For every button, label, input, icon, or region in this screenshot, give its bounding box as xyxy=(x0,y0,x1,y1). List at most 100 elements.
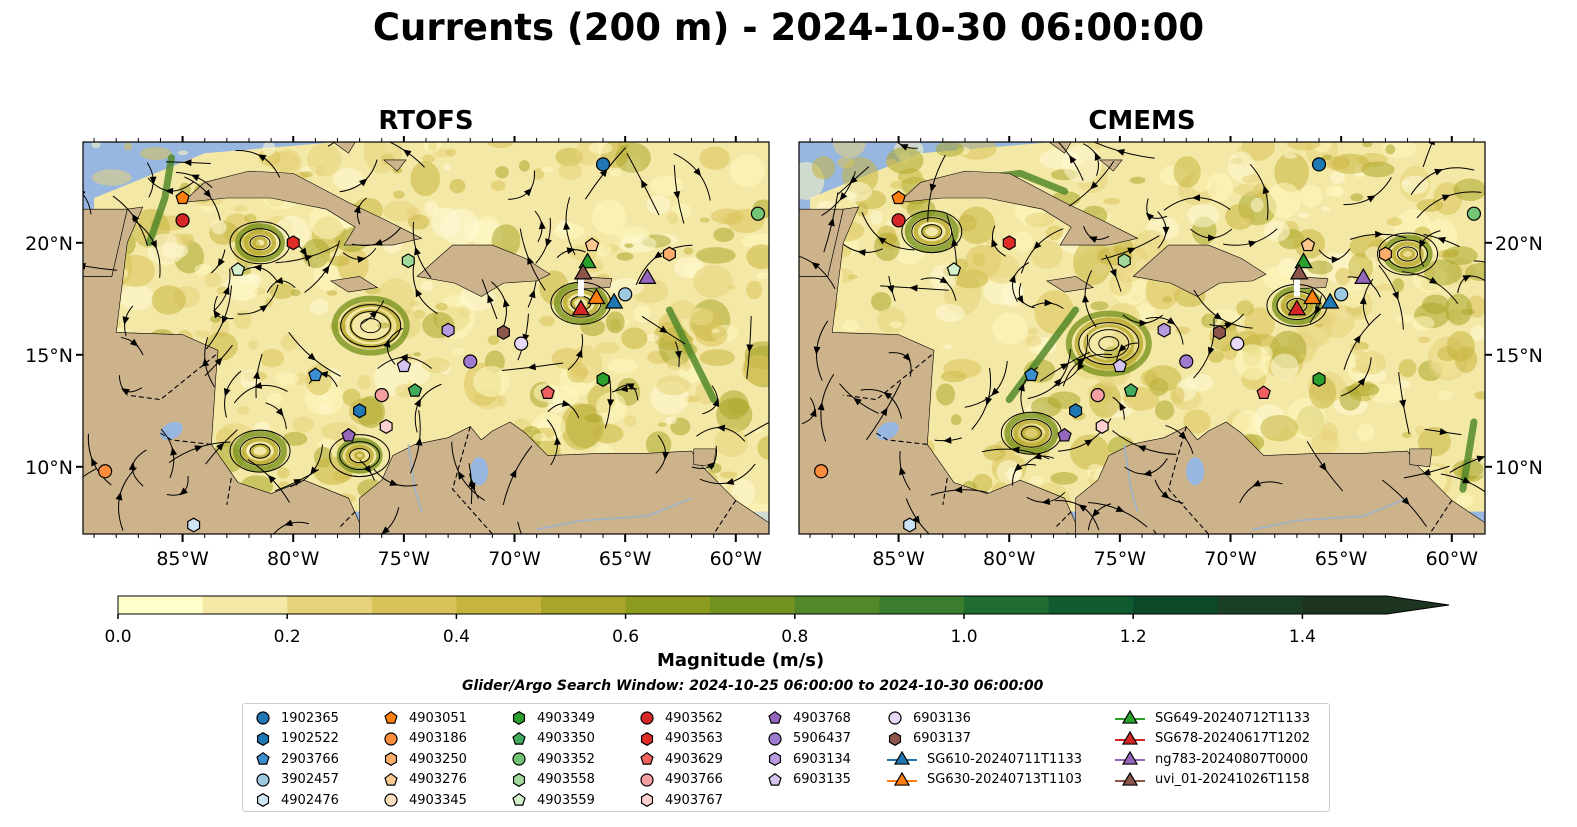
legend-label: 4903250 xyxy=(409,751,467,767)
legend-entry: 4903559 xyxy=(509,790,595,810)
lon-tick-label: 80°W xyxy=(267,548,320,570)
argo-float-marker xyxy=(396,358,412,373)
glider-marker xyxy=(587,288,606,305)
argo-float-marker xyxy=(1112,358,1128,373)
legend-label: ng783-20240807T0000 xyxy=(1155,751,1309,767)
colorbar-segment xyxy=(118,596,204,614)
figure-title: Currents (200 m) - 2024-10-30 06:00:00 xyxy=(372,6,1205,49)
hexagon-marker-icon xyxy=(512,772,526,787)
argo-float-marker xyxy=(496,324,510,340)
legend-entry: 4903629 xyxy=(637,749,723,769)
legend-label: 4903768 xyxy=(793,710,851,726)
legend-label: 4903766 xyxy=(665,772,723,788)
marker-legend: 1902365 1902522 2903766 3902457 4902476 49030… xyxy=(242,703,1330,812)
argo-float-marker xyxy=(1312,371,1326,387)
hexagon-marker-icon xyxy=(768,752,782,767)
glider-marker xyxy=(573,263,593,280)
lat-tick-label: 15°N xyxy=(1495,345,1543,367)
colorbar-segment xyxy=(541,596,627,614)
argo-float-marker xyxy=(98,464,113,479)
argo-float-marker xyxy=(1157,322,1171,338)
circle-marker-icon xyxy=(640,711,654,725)
hexagon-marker-icon xyxy=(256,731,270,746)
argo-float-marker xyxy=(1311,157,1327,172)
triangle-marker-icon xyxy=(887,771,917,786)
legend-label: 4903559 xyxy=(537,792,595,808)
legend-entry: SG649-20240712T1133 xyxy=(1113,708,1310,728)
lon-tick-label: 60°W xyxy=(1426,548,1479,570)
colorbar-tick-label: 1.2 xyxy=(1120,627,1147,647)
circle-marker-icon xyxy=(512,752,526,766)
legend-entry: 6903137 xyxy=(885,729,971,749)
lon-tick-label: 80°W xyxy=(983,548,1036,570)
legend-label: SG630-20240713T1103 xyxy=(927,772,1083,788)
argo-float-marker xyxy=(1300,237,1316,252)
legend-label: 6903137 xyxy=(913,731,971,747)
lon-tick-label: 85°W xyxy=(872,548,925,570)
colorbar-segment xyxy=(202,596,288,614)
colorbar-tick-label: 0.6 xyxy=(612,627,639,647)
lat-tick-label: 15°N xyxy=(25,345,73,367)
colorbar-segment xyxy=(964,596,1050,614)
lat-tick-label: 10°N xyxy=(25,457,73,479)
legend-label: 4902476 xyxy=(281,792,339,808)
triangle-marker-icon xyxy=(1115,771,1145,786)
argo-float-marker xyxy=(230,262,246,276)
legend-label: 4903349 xyxy=(537,710,595,726)
lon-tick-label: 70°W xyxy=(488,548,541,570)
legend-entry: 6903135 xyxy=(765,770,851,790)
legend-entry: 1902365 xyxy=(253,708,339,728)
glider-marker xyxy=(1287,299,1307,316)
legend-entry: 4903051 xyxy=(381,708,467,728)
triangle-marker-icon xyxy=(887,750,917,765)
glider-marker xyxy=(604,292,624,309)
colorbar-label: Magnitude (m/s) xyxy=(657,650,825,671)
circle-marker-icon xyxy=(256,711,270,725)
argo-float-marker xyxy=(441,322,455,338)
map-panel-cmems: 85°W 80°W 75°W 70°W 65°W 60°W 20°N 15°N 10°N xyxy=(798,136,1543,570)
colorbar-segment xyxy=(1217,596,1303,614)
lat-tick-label: 20°N xyxy=(1495,233,1543,255)
glider-marker xyxy=(1289,263,1309,280)
circle-marker-icon xyxy=(384,731,398,746)
argo-float-marker xyxy=(1256,385,1271,400)
legend-entry: 4903352 xyxy=(509,749,595,769)
legend-label: 4903629 xyxy=(665,751,723,767)
colorbar-segment xyxy=(879,596,965,614)
argo-float-marker xyxy=(903,517,917,533)
legend-entry: 4903768 xyxy=(765,708,851,728)
legend-entry: 3902457 xyxy=(253,770,339,790)
argo-float-marker xyxy=(308,367,323,382)
hexagon-marker-icon xyxy=(384,752,398,767)
argo-float-marker xyxy=(1123,383,1139,397)
legend-label: 4903352 xyxy=(537,751,595,767)
colorbar-tick-label: 1.4 xyxy=(1289,627,1316,647)
legend-label: 4903558 xyxy=(537,772,595,788)
argo-float-marker xyxy=(353,403,367,419)
legend-entry: 1902522 xyxy=(253,729,339,749)
argo-float-marker xyxy=(891,213,906,228)
pentagon-marker-icon xyxy=(384,772,398,786)
argo-float-marker xyxy=(1002,235,1016,251)
colorbar-extend-arrow xyxy=(1387,596,1449,614)
argo-float-marker xyxy=(187,517,201,533)
hexagon-marker-icon xyxy=(256,793,270,808)
argo-float-marker xyxy=(1179,354,1194,369)
legend-label: 5906437 xyxy=(793,731,851,747)
argo-float-marker xyxy=(1466,206,1482,221)
legend-entry: 4903345 xyxy=(381,790,467,810)
colorbar-segment xyxy=(1302,596,1388,614)
legend-entry: 4903767 xyxy=(637,790,723,810)
legend-label: 4903767 xyxy=(665,792,723,808)
legend-label: 4903562 xyxy=(665,710,723,726)
colorbar-segment xyxy=(1133,596,1219,614)
legend-label: 4903563 xyxy=(665,731,723,747)
triangle-marker-icon xyxy=(1115,730,1145,745)
legend-entry: uvi_01-20241026T1158 xyxy=(1113,770,1309,790)
legend-entry: SG630-20240713T1103 xyxy=(885,770,1082,790)
panel-title-cmems: CMEMS xyxy=(1088,106,1196,136)
colorbar-segment xyxy=(710,596,796,614)
colorbar-segment xyxy=(456,596,542,614)
argo-float-marker xyxy=(595,157,611,172)
